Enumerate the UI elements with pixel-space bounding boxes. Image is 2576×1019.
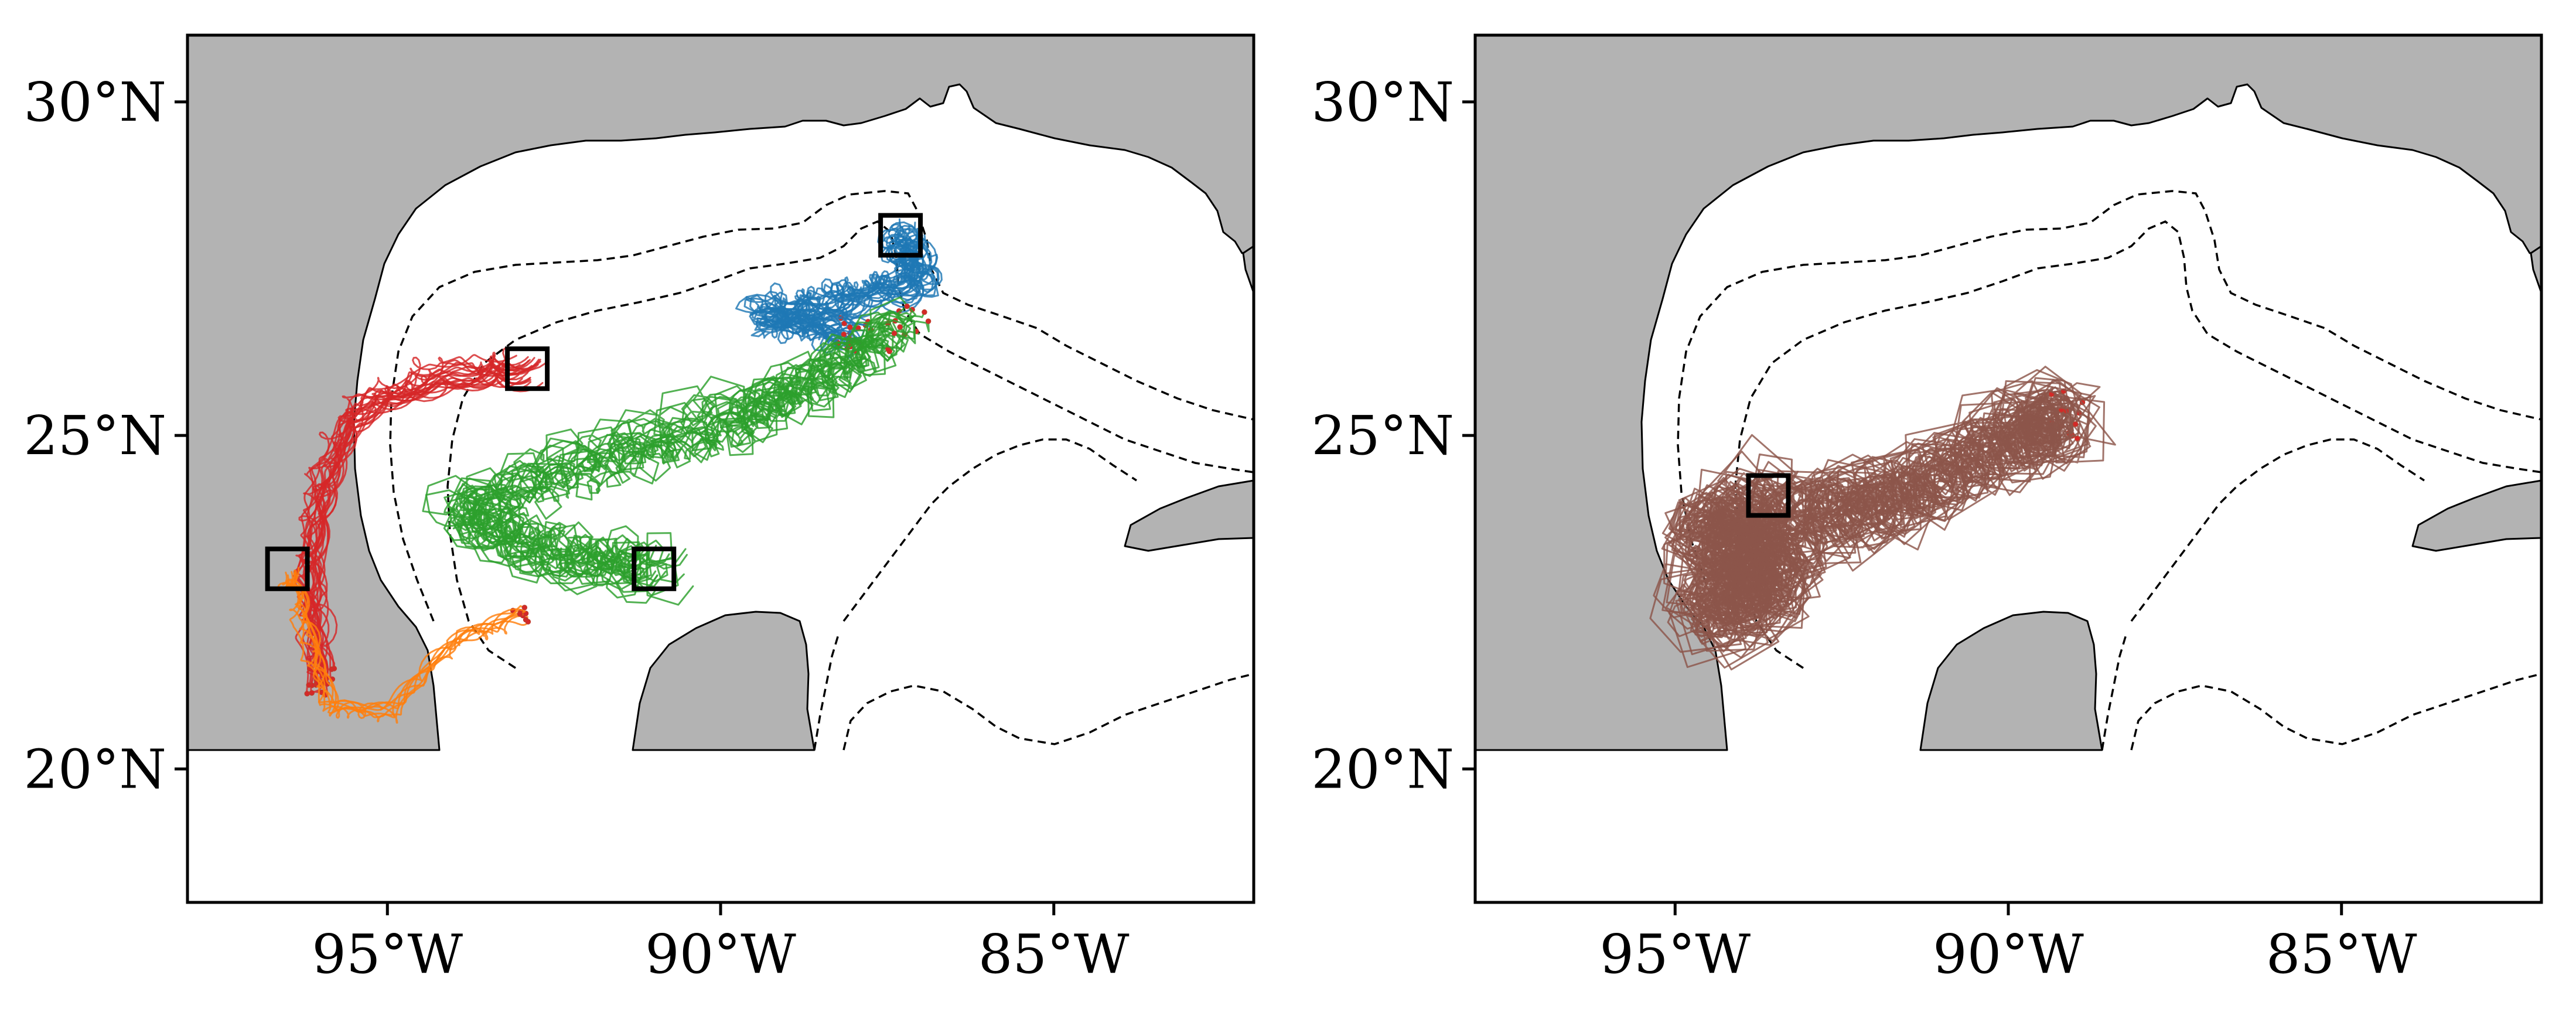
green-drifter-end-point [897, 324, 903, 330]
brown-trajectory [1661, 395, 2096, 656]
green-drifter-end-point [925, 318, 932, 324]
red-drifter-end-point [306, 682, 312, 688]
orange-trajectory [282, 571, 527, 719]
green-trajectory [460, 297, 916, 606]
blue-drifter-end-point [841, 331, 847, 338]
axis-left: 95°W 90°W 85°W 30°N 25°N 20°N [23, 71, 1130, 986]
deployment-box-orange [265, 546, 310, 591]
green-trajectory [460, 332, 896, 563]
y-tick-label: 30°N [1311, 71, 1454, 134]
x-tick-label: 85°W [978, 923, 1130, 986]
blue-drifter-end-point [841, 321, 847, 326]
brown-trajectory [1680, 387, 2060, 628]
green-trajectory [456, 338, 895, 588]
deployment-boxes-right [1746, 473, 1791, 518]
red-drifter-end-point [304, 690, 310, 697]
blue-drifter-end-point [847, 324, 853, 330]
red-trajectory [302, 364, 533, 686]
map-panel-left: 95°W 90°W 85°W 30°N 25°N 20°N [23, 33, 1255, 986]
y-tick-label: 30°N [23, 71, 166, 134]
brown-drifter-end-point [2072, 421, 2079, 427]
deployment-box-green [632, 546, 677, 591]
green-drifter-end-point [922, 309, 927, 315]
y-tick-label: 25°N [23, 404, 166, 467]
x-tick-label: 95°W [1599, 923, 1751, 986]
red-trajectory [298, 347, 550, 670]
x-tick-label: 85°W [2266, 923, 2417, 986]
green-drifter-end-point [904, 304, 910, 309]
drifter-trajectories-left [277, 218, 943, 724]
brown-drifter-end-point [2075, 435, 2080, 441]
x-tick-label: 90°W [1933, 923, 2084, 986]
drifter-trajectories-right [1649, 366, 2116, 671]
blue-trajectory [759, 224, 924, 349]
red-trajectory [301, 356, 541, 684]
red-trajectory [309, 359, 541, 687]
y-tick-label: 25°N [1311, 404, 1454, 467]
deployment-box-blue [878, 213, 923, 258]
orange-trajectory [277, 574, 526, 719]
blue-trajectory [762, 237, 943, 347]
x-tick-label: 95°W [312, 923, 463, 986]
axis-right: 95°W 90°W 85°W 30°N 25°N 20°N [1311, 71, 2417, 986]
red-drifter-end-point [331, 666, 337, 672]
map-panel-right: 95°W 90°W 85°W 30°N 25°N 20°N [1311, 33, 2543, 986]
green-drifter-end-point [891, 330, 898, 336]
deployment-box-brown [1746, 473, 1791, 518]
y-tick-label: 20°N [1311, 738, 1454, 800]
orange-drifter-end-point [525, 619, 531, 625]
deployment-box-red [505, 346, 550, 391]
red-trajectory [293, 362, 534, 696]
orange-drifter-end-point [521, 605, 528, 611]
y-tick-label: 20°N [23, 738, 166, 800]
orange-drifter-end-point [517, 611, 523, 617]
x-tick-label: 90°W [645, 923, 796, 986]
deployment-boxes-left [265, 213, 923, 591]
